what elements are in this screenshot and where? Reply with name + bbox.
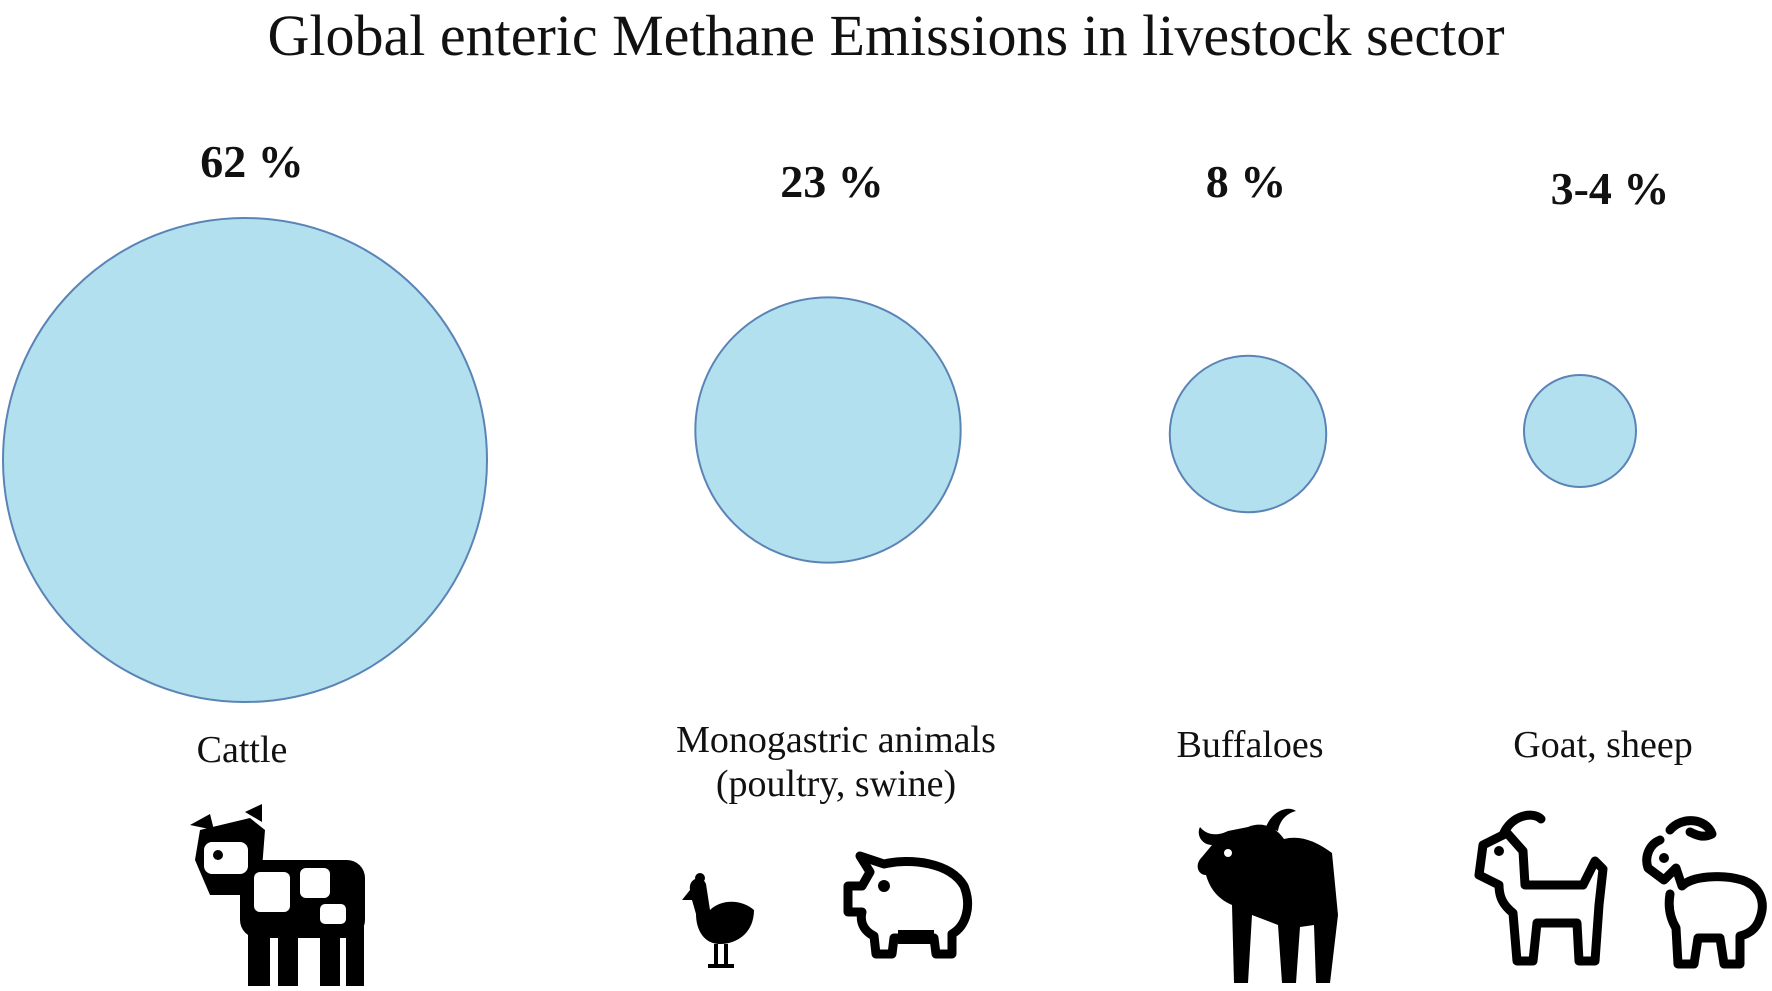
sheep-icon	[1642, 816, 1767, 969]
bubble-buffaloes	[1168, 354, 1328, 514]
category-label-cattle: Cattle	[196, 729, 288, 771]
category-label-buffaloes: Buffaloes	[1176, 724, 1324, 766]
bubble-goat-sheep	[1523, 374, 1637, 488]
chicken-icon	[682, 873, 754, 968]
bubble-cattle	[2, 217, 488, 703]
value-label-cattle: 62 %	[200, 136, 304, 187]
goat-icon	[1474, 810, 1608, 966]
value-label-buffaloes: 8 %	[1205, 156, 1287, 207]
chart-title: Global enteric Methane Emissions in live…	[267, 3, 1505, 68]
buffalo-icon	[1197, 808, 1338, 983]
value-label-monogastric: 23 %	[780, 156, 884, 207]
category-label-goat-sheep: Goat, sheep	[1513, 724, 1693, 766]
pig-icon	[843, 851, 972, 959]
bubble-monogastric	[694, 296, 962, 564]
cow-icon	[190, 804, 365, 986]
category-label-monogastric: Monogastric animals (poultry, swine)	[676, 719, 996, 805]
value-label-goat-sheep: 3-4 %	[1550, 163, 1670, 214]
